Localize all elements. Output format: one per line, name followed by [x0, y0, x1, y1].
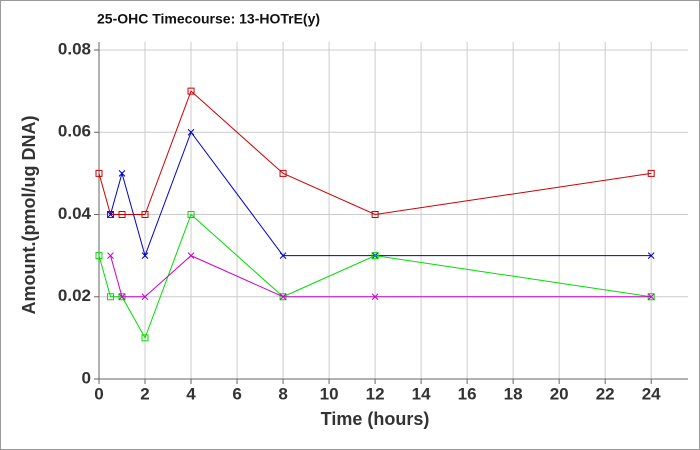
x-tick-label: 2: [140, 384, 149, 403]
marker: [141, 252, 149, 259]
x-tick-label: 6: [232, 384, 241, 403]
marker: [371, 252, 379, 260]
marker: [95, 252, 103, 260]
marker: [187, 128, 195, 136]
x-tick-label: 24: [642, 384, 661, 403]
marker: [279, 252, 287, 259]
marker: [107, 211, 114, 218]
y-tick-label: 0.02: [58, 286, 91, 305]
x-tick-label: 22: [596, 384, 615, 403]
marker: [107, 293, 115, 301]
x-axis-label: Time (hours): [321, 409, 430, 429]
marker: [107, 211, 115, 218]
marker: [187, 87, 195, 95]
marker: [118, 211, 126, 218]
x-tick-label: 0: [94, 384, 103, 403]
marker: [107, 252, 114, 259]
chart-title: 25-OHC Timecourse: 13-HOTrE(y): [97, 11, 320, 27]
plot-area: [99, 42, 688, 379]
marker: [141, 211, 149, 218]
y-tick-label: 0: [82, 368, 91, 387]
x-tick-label: 14: [412, 384, 431, 403]
x-tick-label: 16: [458, 384, 477, 403]
marker: [118, 170, 126, 177]
x-tick-label: 10: [320, 384, 339, 403]
series-line: [98, 90, 652, 216]
marker: [141, 334, 149, 342]
y-tick-label: 0.06: [58, 122, 91, 141]
x-tick-label: 12: [366, 384, 385, 403]
x-tick-label: 18: [504, 384, 523, 403]
y-tick-label: 0.04: [58, 204, 92, 223]
x-tick-label: 8: [278, 384, 287, 403]
marker: [118, 293, 126, 301]
y-axis-label: Amount.(pmol/ug DNA): [19, 116, 39, 315]
marker: [371, 293, 379, 301]
marker: [95, 169, 103, 177]
marker: [279, 169, 287, 177]
marker: [371, 211, 379, 218]
marker: [279, 293, 287, 301]
x-tick-label: 4: [186, 384, 196, 403]
y-tick-label: 0.08: [58, 39, 91, 58]
marker: [647, 293, 655, 301]
marker: [187, 252, 195, 259]
marker: [187, 211, 195, 218]
x-tick-label: 20: [550, 384, 569, 403]
marker: [141, 293, 149, 301]
marker: [647, 169, 655, 177]
marker: [647, 252, 655, 259]
